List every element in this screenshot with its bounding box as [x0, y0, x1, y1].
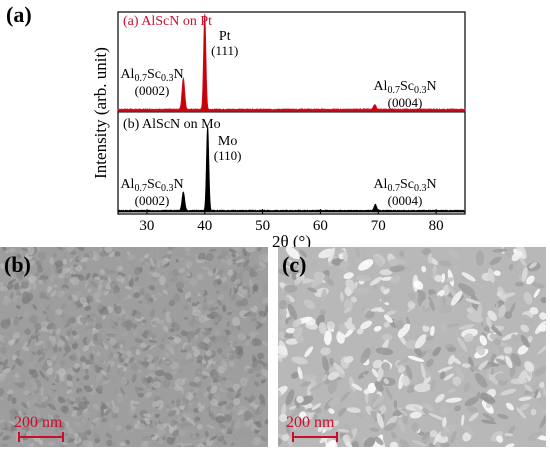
series-title-pt: (a) AlScN on Pt [123, 14, 212, 29]
annotation-alscn-0002-pt: Al0.7Sc0.3N [120, 67, 183, 84]
peak-label-mo-name: Mo [218, 134, 237, 149]
x-tick-label: 40 [197, 218, 212, 234]
scale-bar-c [292, 432, 338, 442]
sem-image-c: 200 nm [278, 247, 546, 447]
peak-label-pt-name: Pt [219, 29, 231, 44]
annotation-alscn-0002-mo-index: (0002) [135, 193, 170, 208]
panel-label-a: (a) [6, 2, 32, 27]
annotation-alscn-0002-mo: Al0.7Sc0.3N [120, 177, 183, 194]
annotation-alscn-0004-mo: Al0.7Sc0.3N [373, 177, 436, 194]
scale-bar-label-b: 200 nm [14, 414, 63, 431]
panel-label-b: (b) [4, 252, 31, 277]
x-tick-label: 70 [371, 218, 386, 234]
scale-bar-b [18, 432, 64, 442]
x-axis-label: 2θ (°) [272, 232, 311, 250]
panel-label-c: (c) [282, 252, 307, 277]
x-tick-label: 50 [255, 218, 270, 234]
plot-area: 30 40 50 60 70 80 2θ (°) Intensity (arb. unit) (… [91, 11, 466, 250]
sem-texture-c [278, 247, 546, 447]
sem-image-b: 200 nm [0, 247, 268, 447]
sem-texture-b [0, 247, 268, 447]
x-tick-label: 60 [313, 218, 328, 234]
xrd-chart: 30 40 50 60 70 80 2θ (°) Intensity (arb. unit) (… [91, 11, 466, 250]
annotation-alscn-0004-mo-index: (0004) [388, 193, 423, 208]
x-tick-label: 30 [139, 218, 154, 234]
plot-frame [117, 11, 466, 215]
annotation-alscn-0004-pt-index: (0004) [388, 95, 423, 110]
series-line-mo [117, 126, 466, 213]
x-tick-label: 80 [429, 218, 444, 234]
y-axis-label: Intensity (arb. unit) [91, 47, 110, 179]
series-title-mo: (b) AlScN on Mo [123, 117, 221, 132]
annotation-alscn-0002-pt-index: (0002) [135, 83, 170, 98]
scale-bar-label-c: 200 nm [286, 414, 335, 431]
peak-label-mo-index: (110) [214, 148, 242, 163]
annotation-alscn-0004-pt: Al0.7Sc0.3N [373, 79, 436, 96]
peak-label-pt-index: (111) [211, 43, 238, 58]
series-line-pt [117, 13, 466, 112]
